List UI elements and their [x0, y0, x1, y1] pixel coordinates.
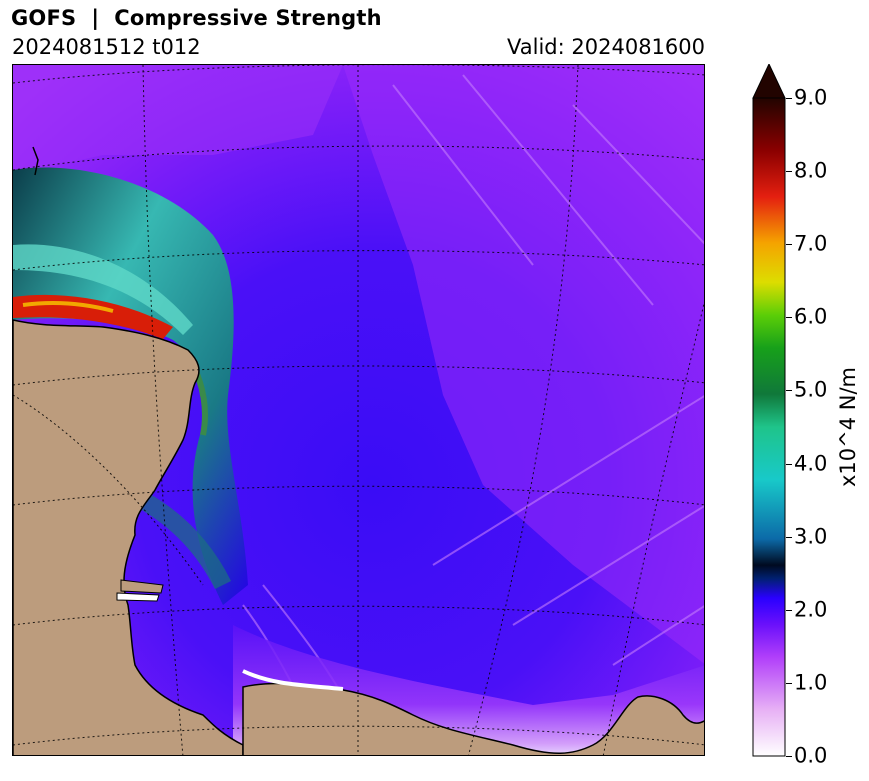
- colorbar-extend-arrow: [752, 64, 786, 99]
- land-west: [13, 319, 244, 755]
- colorbar-tick-label: 5.0: [794, 377, 828, 402]
- colorbar-tick-mark: [786, 317, 792, 319]
- colorbar-tick-mark: [786, 171, 792, 173]
- colorbar-tick-mark: [786, 244, 792, 246]
- colorbar-tick-label: 1.0: [794, 670, 828, 695]
- colorbar-tick-mark: [786, 463, 792, 465]
- colorbar-tick-mark: [786, 609, 792, 611]
- colorbar-scale: [752, 97, 786, 757]
- colorbar-tick-label: 0.0: [794, 743, 828, 768]
- colorbar-tick-mark: [786, 536, 792, 538]
- colorbar-tick-mark: [786, 756, 792, 757]
- colorbar-label: x10^4 N/m: [836, 366, 860, 488]
- colorbar-tick-label: 9.0: [794, 85, 828, 110]
- valid-time-label: Valid: 2024081600: [507, 35, 705, 59]
- colorbar-tick-mark: [786, 390, 792, 392]
- colorbar-tick-label: 7.0: [794, 231, 828, 256]
- colorbar-tick-label: 6.0: [794, 304, 828, 329]
- colorbar-tick-mark: [786, 98, 792, 99]
- low-strength-region: [343, 65, 704, 664]
- init-time-label: 2024081512 t012: [12, 35, 201, 59]
- map-panel[interactable]: [12, 64, 705, 756]
- chart-title: GOFS | Compressive Strength: [11, 6, 382, 30]
- colorbar-tick-label: 4.0: [794, 451, 828, 476]
- colorbar-tick-label: 2.0: [794, 597, 828, 622]
- colorbar-tick-label: 8.0: [794, 158, 828, 183]
- colorbar-tick-label: 3.0: [794, 524, 828, 549]
- high-strength-band: [13, 167, 248, 605]
- map-canvas: [13, 65, 704, 755]
- graticule: [13, 65, 704, 755]
- colorbar: [752, 64, 786, 757]
- colorbar-tick-mark: [786, 682, 792, 684]
